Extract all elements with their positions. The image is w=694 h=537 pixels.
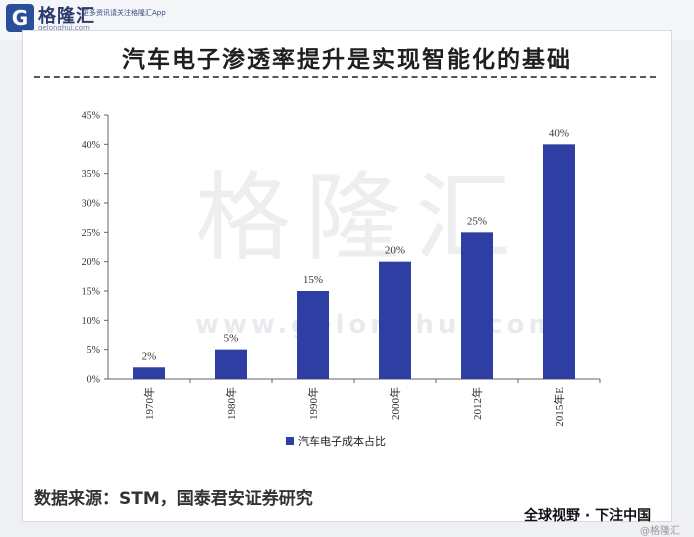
data-label: 20% xyxy=(385,245,405,257)
watermark-text: 格隆汇 xyxy=(195,162,525,274)
y-tick-label: 35% xyxy=(82,169,100,180)
data-label: 2% xyxy=(142,350,157,362)
legend-swatch xyxy=(286,437,294,445)
bar xyxy=(461,232,493,379)
bar xyxy=(297,291,329,379)
y-tick-label: 0% xyxy=(87,375,100,386)
y-tick-label: 10% xyxy=(82,316,100,327)
title-divider xyxy=(34,76,656,78)
source-note: 数据来源：STM，国泰君安证券研究 xyxy=(34,489,313,509)
logo-tagline: 更多资讯请关注格隆汇App xyxy=(82,9,166,17)
footer-watermark: @格隆汇 xyxy=(640,526,680,537)
data-label: 40% xyxy=(549,127,569,139)
footer-caption: 全球视野 · 下注中国 xyxy=(524,508,652,524)
logo-url: gelonghui.com xyxy=(38,24,90,32)
legend-label: 汽车电子成本占比 xyxy=(298,434,386,448)
y-tick-label: 40% xyxy=(82,140,100,151)
logo-icon: G xyxy=(6,4,34,32)
y-tick-label: 15% xyxy=(82,287,100,298)
y-tick-label: 30% xyxy=(82,199,100,210)
x-tick-label: 2000年 xyxy=(388,387,402,420)
x-tick-label: 1990年 xyxy=(306,387,320,420)
data-label: 5% xyxy=(224,333,239,345)
y-tick-label: 25% xyxy=(82,228,100,239)
y-tick-label: 5% xyxy=(87,345,100,356)
bar xyxy=(543,144,575,379)
y-tick-label: 45% xyxy=(82,111,100,122)
y-tick-label: 20% xyxy=(82,257,100,268)
bar xyxy=(215,349,247,379)
data-label: 25% xyxy=(467,215,487,227)
logo-name: 格隆汇 xyxy=(38,6,95,27)
x-tick-label: 2012年 xyxy=(470,387,484,420)
data-label: 15% xyxy=(303,274,323,286)
x-tick-label: 2015年E xyxy=(552,387,566,427)
bar xyxy=(379,261,411,379)
bar xyxy=(133,367,165,379)
watermark-url: www.gelonghui.com xyxy=(195,310,560,340)
x-tick-label: 1980年 xyxy=(224,387,238,420)
x-tick-label: 1970年 xyxy=(142,387,156,420)
chart-title: 汽车电子渗透率提升是实现智能化的基础 xyxy=(122,47,572,73)
